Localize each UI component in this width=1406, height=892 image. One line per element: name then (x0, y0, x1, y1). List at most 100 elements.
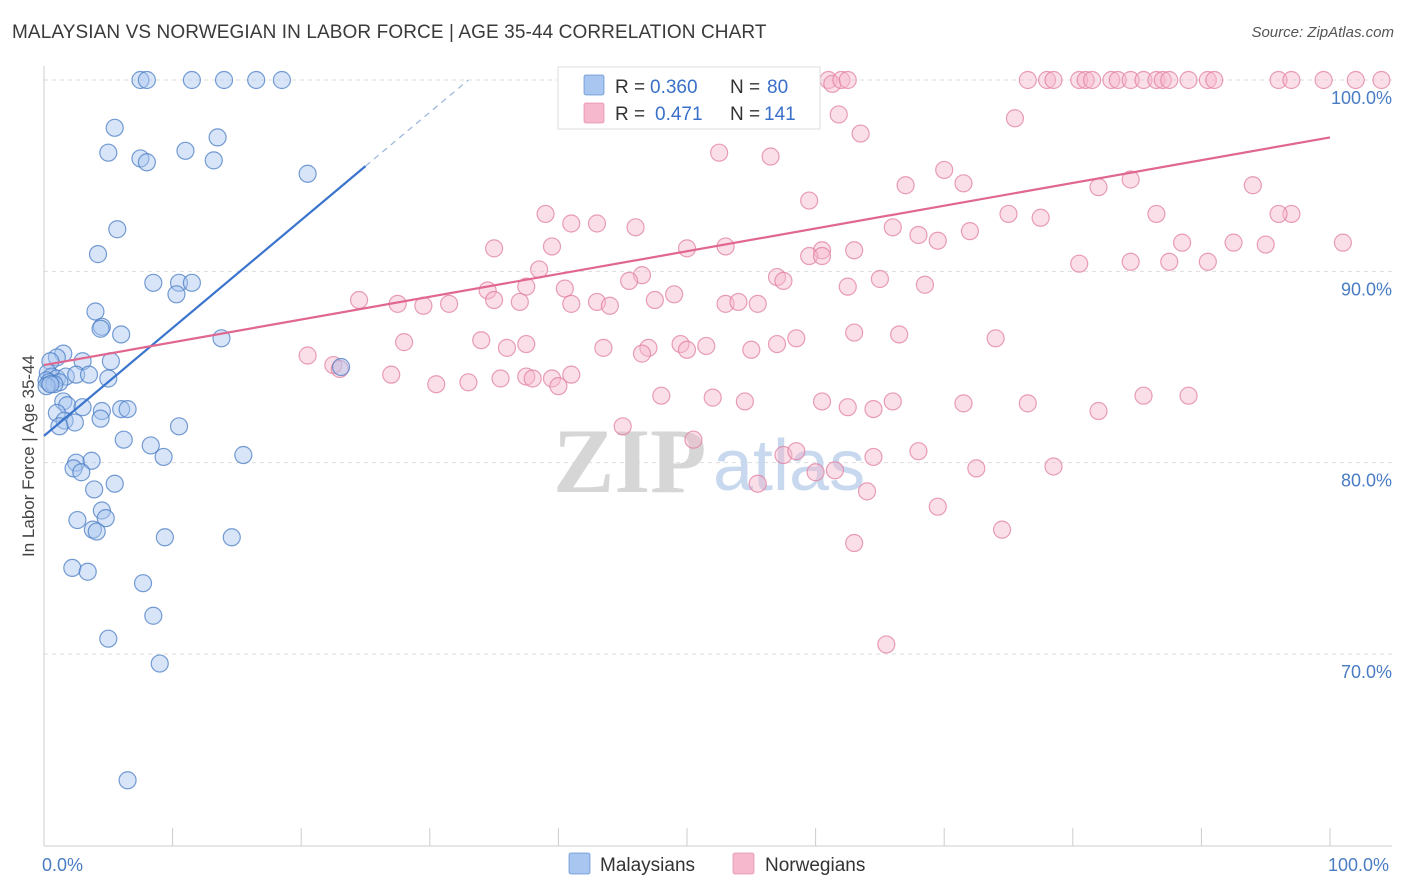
norwegian-point-156 (992, 520, 1012, 539)
malaysian-point-63 (72, 463, 91, 482)
norwegian-point-29 (1346, 70, 1365, 90)
malaysian-point-47 (92, 401, 111, 421)
norwegian-point-58 (1173, 233, 1192, 252)
malaysian-point-65 (85, 480, 104, 499)
norwegian-point-142 (613, 417, 632, 436)
norwegian-point-74 (1121, 252, 1140, 271)
malaysian-point-56 (114, 430, 133, 449)
malaysian-point-20 (86, 302, 105, 321)
norwegian-point-114 (697, 336, 716, 356)
norwegian-point-135 (864, 399, 883, 419)
malaysian-point-8 (99, 143, 118, 162)
malaysian-point-14 (108, 220, 127, 239)
x-tick-label-0: 0.0% (42, 855, 83, 875)
norwegian-point-127 (523, 369, 542, 388)
trend-lines (43, 79, 1331, 437)
norwegian-point-105 (986, 329, 1005, 348)
norwegian-point-23 (1179, 70, 1198, 90)
watermark-zip: ZIP (553, 410, 706, 512)
norwegian-point-60 (1256, 235, 1275, 254)
norwegian-point-61 (1333, 233, 1352, 252)
norwegian-point-56 (909, 225, 928, 245)
norwegian-point-47 (999, 204, 1018, 224)
bottom-legend-swatch-malaysians (568, 852, 591, 875)
norwegian-point-69 (677, 239, 697, 258)
norwegian-point-147 (909, 442, 928, 461)
malaysian-point-43 (41, 375, 60, 394)
source-label: Source: ZipAtlas.com (1251, 24, 1394, 41)
norwegian-point-131 (703, 388, 722, 407)
stats-legend: R = 0.360 N = 80 R = 0.471 N = 141 (557, 66, 821, 130)
malaysian-point-59 (234, 445, 253, 465)
norwegian-point-82 (838, 277, 857, 296)
malaysian-point-64 (105, 474, 124, 493)
norwegian-point-44 (1089, 178, 1108, 197)
norwegian-point-84 (915, 275, 935, 294)
norwegian-point-54 (960, 222, 980, 241)
norwegian-point-64 (562, 214, 581, 233)
norwegian-point-6 (838, 70, 857, 90)
malaysian-point-2 (182, 70, 201, 90)
norwegian-point-146 (864, 447, 883, 467)
norwegian-point-124 (491, 369, 510, 388)
legend-n-value-norwegians: 141 (764, 104, 796, 125)
malaysian-point-36 (79, 365, 99, 384)
malaysian-point-74 (78, 562, 97, 581)
norwegian-point-108 (497, 338, 517, 357)
malaysian-point-23 (112, 325, 131, 344)
norwegian-point-101 (748, 294, 767, 313)
norwegian-point-91 (439, 294, 459, 313)
norwegian-point-125 (517, 367, 536, 386)
malaysian-point-13 (298, 164, 317, 183)
y-tick-labels: 70.0% 80.0% 90.0% 100.0% (1331, 88, 1392, 682)
norwegian-point-17 (1108, 70, 1127, 90)
norwegian-point-35 (1005, 109, 1025, 128)
malaysian-point-58 (154, 447, 173, 467)
norwegian-point-109 (517, 334, 536, 354)
norwegian-point-36 (851, 124, 870, 143)
series-legend: Malaysians Norwegians (568, 852, 865, 876)
norwegian-point-75 (1160, 252, 1179, 271)
malaysian-point-52 (65, 413, 84, 432)
norwegian-point-5 (832, 70, 851, 90)
norwegian-point-24 (1198, 70, 1217, 90)
norwegian-point-13 (1070, 70, 1089, 90)
norwegian-point-151 (806, 463, 825, 482)
malaysian-point-55 (169, 417, 189, 436)
norwegian-point-59 (1224, 233, 1243, 252)
norwegian-point-25 (1205, 70, 1224, 90)
norwegian-point-155 (928, 497, 947, 516)
norwegian-point-106 (394, 333, 414, 352)
norwegian-point-140 (1134, 386, 1153, 405)
malaysian-point-49 (118, 399, 137, 419)
norwegian-point-153 (857, 482, 877, 501)
norwegian-point-72 (812, 246, 832, 266)
malaysian-point-11 (137, 153, 156, 172)
norwegian-point-104 (890, 325, 909, 344)
norwegian-point-55 (883, 218, 902, 237)
norwegian-point-49 (1147, 204, 1166, 224)
norwegian-point-10 (1018, 70, 1037, 90)
norwegian-point-141 (1179, 386, 1198, 405)
norwegian-point-46 (800, 191, 819, 210)
norwegian-point-88 (349, 290, 369, 310)
norwegian-point-68 (845, 241, 864, 260)
norwegian-point-11 (1037, 70, 1057, 90)
norwegian-point-42 (1243, 176, 1262, 195)
malaysian-point-54 (91, 409, 110, 428)
malaysian-point-61 (82, 451, 101, 470)
norwegian-point-28 (1314, 70, 1333, 90)
legend-r-label-malaysians: R = (615, 77, 645, 98)
norwegian-point-138 (1018, 394, 1037, 413)
norwegian-point-139 (1089, 401, 1108, 421)
x-ticks (43, 828, 1331, 846)
malaysian-point-9 (176, 141, 195, 160)
norwegian-point-66 (542, 237, 562, 256)
norwegian-point-123 (459, 373, 478, 392)
malaysian-point-79 (118, 771, 137, 790)
malaysian-point-30 (331, 357, 351, 377)
norwegian-point-154 (845, 533, 864, 553)
norwegian-point-41 (896, 176, 915, 195)
norwegian-point-93 (510, 292, 529, 312)
norwegian-point-52 (626, 218, 645, 237)
